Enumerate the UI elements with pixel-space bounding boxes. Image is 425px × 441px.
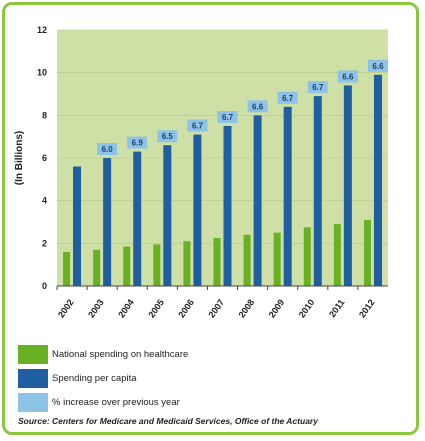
legend-label: % increase over previous year	[52, 396, 180, 408]
x-tick-label: 2011	[327, 297, 346, 319]
x-tick-label: 2007	[206, 297, 226, 319]
percent-label: 6.7	[222, 113, 234, 122]
bars	[63, 74, 382, 286]
bar-spending-per-capita	[283, 106, 292, 286]
x-tick-label: 2008	[237, 297, 257, 319]
percent-label-box	[97, 143, 118, 155]
y-tick-label: 8	[42, 110, 47, 120]
bar-national-spending	[183, 241, 191, 286]
x-tick-label: 2003	[86, 297, 106, 319]
percent-label: 6.0	[102, 145, 114, 154]
bar-national-spending	[123, 246, 131, 286]
y-tick-label: 4	[42, 196, 47, 206]
source-note: Source: Centers for Medicare and Medicai…	[18, 416, 318, 426]
bar-spending-per-capita	[163, 145, 172, 286]
x-tick-label: 2009	[267, 297, 287, 319]
legend-item-national-spending: National spending on healthcare	[18, 343, 408, 365]
y-axis-label: (In Billions)	[14, 131, 25, 185]
bar-spending-per-capita	[73, 166, 82, 286]
legend-label: National spending on healthcare	[52, 348, 189, 360]
bar-national-spending	[303, 227, 311, 286]
legend-swatch-blue	[18, 368, 48, 388]
bar-national-spending	[363, 219, 371, 286]
gridlines	[57, 29, 388, 287]
bar-national-spending	[63, 251, 71, 286]
percent-label-box	[217, 111, 238, 123]
bar-national-spending	[333, 224, 341, 286]
percent-label: 6.6	[372, 62, 384, 71]
x-tick-label: 2005	[146, 297, 166, 319]
percent-label-box	[337, 70, 358, 83]
percent-label: 6.9	[132, 139, 144, 148]
percent-label-box	[127, 136, 148, 149]
x-tick-label: 2002	[56, 297, 76, 319]
bar-spending-per-capita	[223, 126, 232, 286]
legend-item-percent-increase: % increase over previous year	[18, 391, 408, 413]
y-tick-label: 0	[42, 281, 47, 291]
y-tick-label: 2	[42, 238, 47, 248]
y-axis-ticks: 0 2 4 6 8 10 12	[37, 25, 47, 291]
x-tick-label: 2006	[176, 297, 196, 319]
legend-label: Spending per capita	[52, 372, 137, 384]
percent-label: 6.7	[282, 94, 294, 103]
percent-label-box	[247, 100, 268, 113]
percent-label: 6.5	[162, 132, 174, 141]
bar-spending-per-capita	[253, 115, 262, 286]
x-axis-ticks: 2002 2003 2004 2005 2006 2007 2008 2009 2010 2011…	[56, 286, 377, 320]
percent-label: 6.7	[312, 83, 324, 92]
bar-spending-per-capita	[313, 96, 322, 286]
y-tick-label: 12	[37, 25, 47, 35]
bar-spending-per-capita	[103, 158, 112, 286]
legend-swatch-green	[18, 344, 48, 364]
y-tick-label: 10	[37, 68, 47, 78]
bar-national-spending	[273, 232, 281, 286]
bar-national-spending	[153, 244, 161, 286]
x-tick-label: 2010	[297, 297, 317, 319]
percent-label-box	[367, 59, 388, 72]
bar-spending-per-capita	[343, 85, 352, 286]
bar-spending-per-capita	[133, 151, 142, 286]
percent-label: 6.6	[252, 102, 264, 111]
x-tick-label: 2012	[357, 297, 377, 319]
percent-label-box	[277, 91, 298, 104]
bar-spending-per-capita	[193, 134, 202, 286]
bar-national-spending	[93, 249, 101, 286]
legend-swatch-light-blue	[18, 392, 48, 412]
legend: National spending on healthcare Spending…	[18, 343, 408, 415]
legend-item-spending-per-capita: Spending per capita	[18, 367, 408, 389]
percent-label-box	[157, 130, 178, 143]
percent-label-box	[187, 119, 208, 132]
percent-label: 6.6	[342, 72, 354, 81]
percent-labels: 6.0 6.9 6.5 6.7 6.7 6.6 6.7 6.7 6.6 6.6	[97, 59, 388, 155]
bar-national-spending	[243, 234, 251, 286]
percent-label-box	[307, 81, 328, 94]
x-tick-label: 2004	[116, 297, 136, 319]
percent-label: 6.7	[192, 122, 204, 131]
bar-national-spending	[213, 238, 221, 286]
bar-spending-per-capita	[373, 74, 382, 286]
y-tick-label: 6	[42, 153, 47, 163]
